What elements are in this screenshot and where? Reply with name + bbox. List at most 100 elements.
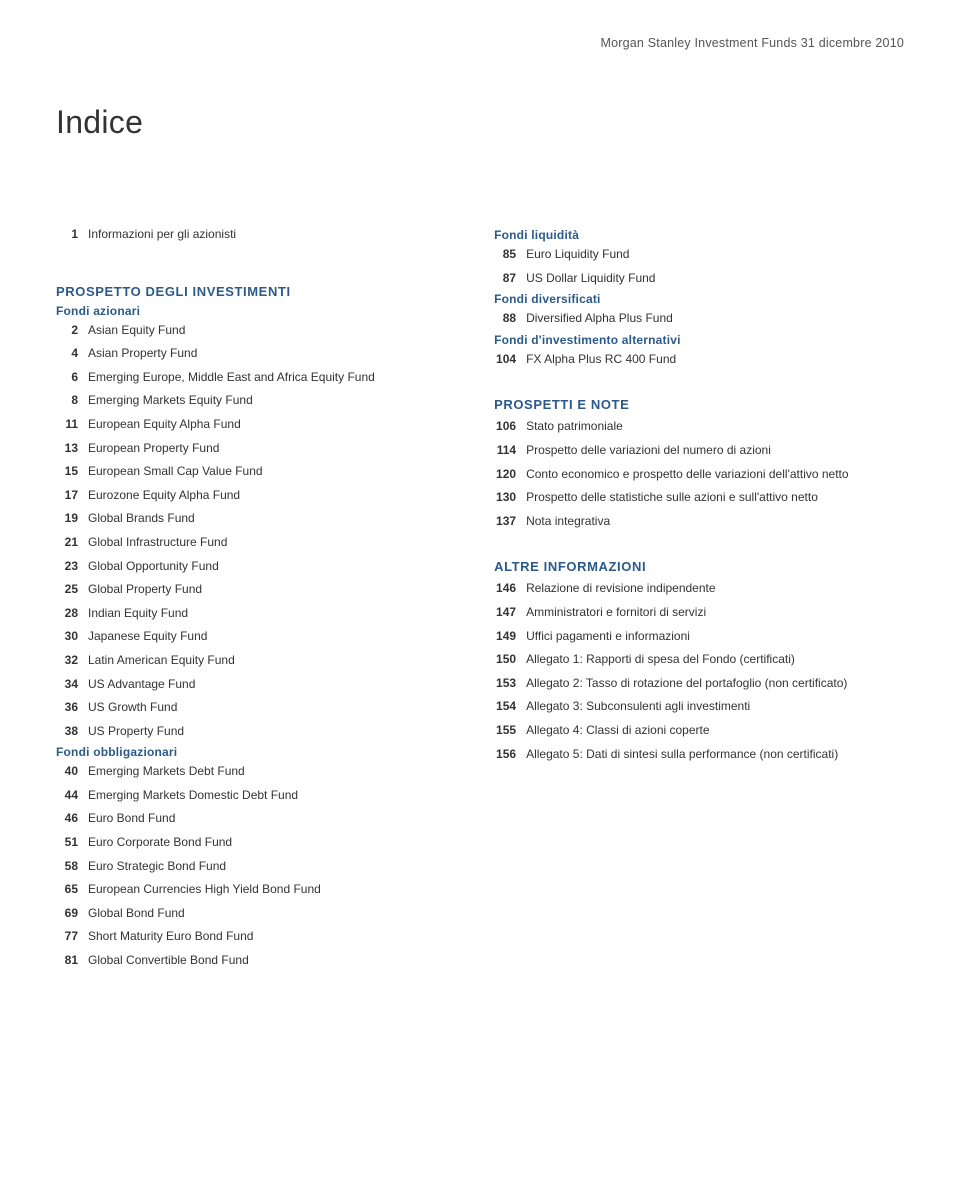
toc-page-number: 65 (56, 880, 88, 899)
toc-label: Short Maturity Euro Bond Fund (88, 927, 446, 946)
toc-page-number: 28 (56, 604, 88, 623)
toc-label: Asian Property Fund (88, 344, 446, 363)
toc-page-number: 2 (56, 321, 88, 340)
toc-page-number: 11 (56, 415, 88, 434)
right-column: Fondi liquidità85Euro Liquidity Fund87US… (494, 225, 918, 975)
toc-row: 8Emerging Markets Equity Fund (56, 391, 446, 410)
toc-page-number: 1 (56, 225, 88, 244)
toc-page-number: 69 (56, 904, 88, 923)
toc-label: Allegato 2: Tasso di rotazione del porta… (526, 674, 918, 693)
toc-row: 130Prospetto delle statistiche sulle azi… (494, 488, 918, 507)
toc-page-number: 146 (494, 579, 526, 598)
toc-row: 34US Advantage Fund (56, 675, 446, 694)
toc-label: Informazioni per gli azionisti (88, 225, 446, 244)
toc-label: Emerging Markets Equity Fund (88, 391, 446, 410)
toc-page-number: 150 (494, 650, 526, 669)
toc-page-number: 88 (494, 309, 526, 328)
toc-row: 85Euro Liquidity Fund (494, 245, 918, 264)
toc-row: 4Asian Property Fund (56, 344, 446, 363)
toc-label: Uffici pagamenti e informazioni (526, 627, 918, 646)
toc-row: 21Global Infrastructure Fund (56, 533, 446, 552)
toc-page-number: 154 (494, 697, 526, 716)
toc-row: 87US Dollar Liquidity Fund (494, 269, 918, 288)
toc-label: Stato patrimoniale (526, 417, 918, 436)
toc-page-number: 4 (56, 344, 88, 363)
toc-row: 156Allegato 5: Dati di sintesi sulla per… (494, 745, 918, 764)
section-head-prospetto: PROSPETTO DEGLI INVESTIMENTI (56, 284, 446, 299)
toc-row: 120Conto economico e prospetto delle var… (494, 465, 918, 484)
toc-label: Diversified Alpha Plus Fund (526, 309, 918, 328)
toc-row: 17Eurozone Equity Alpha Fund (56, 486, 446, 505)
toc-label: Relazione di revisione indipendente (526, 579, 918, 598)
toc-page-number: 155 (494, 721, 526, 740)
toc-row: 2Asian Equity Fund (56, 321, 446, 340)
toc-page-number: 106 (494, 417, 526, 436)
toc-row: 77Short Maturity Euro Bond Fund (56, 927, 446, 946)
toc-label: US Advantage Fund (88, 675, 446, 694)
toc-label: Emerging Markets Domestic Debt Fund (88, 786, 446, 805)
toc-row: 149Uffici pagamenti e informazioni (494, 627, 918, 646)
toc-label: Indian Equity Fund (88, 604, 446, 623)
toc-label: Euro Strategic Bond Fund (88, 857, 446, 876)
toc-page-number: 46 (56, 809, 88, 828)
toc-row: 69Global Bond Fund (56, 904, 446, 923)
toc-row: 106Stato patrimoniale (494, 417, 918, 436)
toc-label: Euro Corporate Bond Fund (88, 833, 446, 852)
section-head-prospetti-note: PROSPETTI E NOTE (494, 397, 918, 412)
toc-row: 13European Property Fund (56, 439, 446, 458)
toc-label: Conto economico e prospetto delle variaz… (526, 465, 918, 484)
toc-page-number: 8 (56, 391, 88, 410)
toc-row: 36US Growth Fund (56, 698, 446, 717)
toc-page-number: 87 (494, 269, 526, 288)
toc-label: Prospetto delle statistiche sulle azioni… (526, 488, 918, 507)
toc-row: 81Global Convertible Bond Fund (56, 951, 446, 970)
toc-page-number: 130 (494, 488, 526, 507)
intro-block: 1 Informazioni per gli azionisti (56, 225, 446, 244)
toc-page-number: 40 (56, 762, 88, 781)
toc-label: Global Opportunity Fund (88, 557, 446, 576)
toc-label: European Equity Alpha Fund (88, 415, 446, 434)
toc-label: Emerging Europe, Middle East and Africa … (88, 368, 446, 387)
toc-label: Eurozone Equity Alpha Fund (88, 486, 446, 505)
toc-row: 114Prospetto delle variazioni del numero… (494, 441, 918, 460)
toc-row: 40Emerging Markets Debt Fund (56, 762, 446, 781)
toc-label: Japanese Equity Fund (88, 627, 446, 646)
toc-page-number: 81 (56, 951, 88, 970)
toc-label: Allegato 4: Classi di azioni coperte (526, 721, 918, 740)
toc-page-number: 6 (56, 368, 88, 387)
toc-label: Amministratori e fornitori di servizi (526, 603, 918, 622)
toc-label: Global Convertible Bond Fund (88, 951, 446, 970)
toc-row: 150Allegato 1: Rapporti di spesa del Fon… (494, 650, 918, 669)
toc-label: Allegato 1: Rapporti di spesa del Fondo … (526, 650, 918, 669)
group-sub-head: Fondi liquidità (494, 228, 918, 242)
toc-page-number: 17 (56, 486, 88, 505)
toc-row: 88Diversified Alpha Plus Fund (494, 309, 918, 328)
toc-row: 23Global Opportunity Fund (56, 557, 446, 576)
toc-page-number: 44 (56, 786, 88, 805)
toc-label: Euro Bond Fund (88, 809, 446, 828)
toc-label: European Property Fund (88, 439, 446, 458)
toc-page-number: 120 (494, 465, 526, 484)
toc-label: Global Bond Fund (88, 904, 446, 923)
toc-page-number: 137 (494, 512, 526, 531)
toc-page-number: 30 (56, 627, 88, 646)
toc-row: 1 Informazioni per gli azionisti (56, 225, 446, 244)
toc-page-number: 77 (56, 927, 88, 946)
toc-page-number: 114 (494, 441, 526, 460)
toc-row: 11European Equity Alpha Fund (56, 415, 446, 434)
toc-label: Euro Liquidity Fund (526, 245, 918, 264)
toc-label: Asian Equity Fund (88, 321, 446, 340)
toc-label: Prospetto delle variazioni del numero di… (526, 441, 918, 460)
toc-row: 58Euro Strategic Bond Fund (56, 857, 446, 876)
group-sub-head: Fondi diversificati (494, 292, 918, 306)
toc-page-number: 13 (56, 439, 88, 458)
toc-label: Latin American Equity Fund (88, 651, 446, 670)
group-sub-head: Fondi obbligazionari (56, 745, 446, 759)
toc-row: 137Nota integrativa (494, 512, 918, 531)
toc-label: Global Property Fund (88, 580, 446, 599)
toc-page-number: 85 (494, 245, 526, 264)
toc-row: 38US Property Fund (56, 722, 446, 741)
toc-label: US Dollar Liquidity Fund (526, 269, 918, 288)
toc-row: 146Relazione di revisione indipendente (494, 579, 918, 598)
toc-row: 51Euro Corporate Bond Fund (56, 833, 446, 852)
